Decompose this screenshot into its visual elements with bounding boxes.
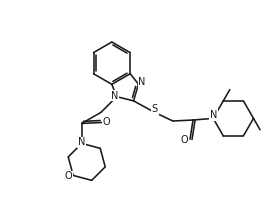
Text: N: N <box>110 91 118 101</box>
Text: O: O <box>103 117 110 127</box>
Text: N: N <box>210 110 217 120</box>
Text: O: O <box>65 171 73 181</box>
Text: N: N <box>138 78 146 88</box>
Text: O: O <box>181 135 188 145</box>
Text: S: S <box>152 104 158 114</box>
Text: N: N <box>78 137 85 147</box>
